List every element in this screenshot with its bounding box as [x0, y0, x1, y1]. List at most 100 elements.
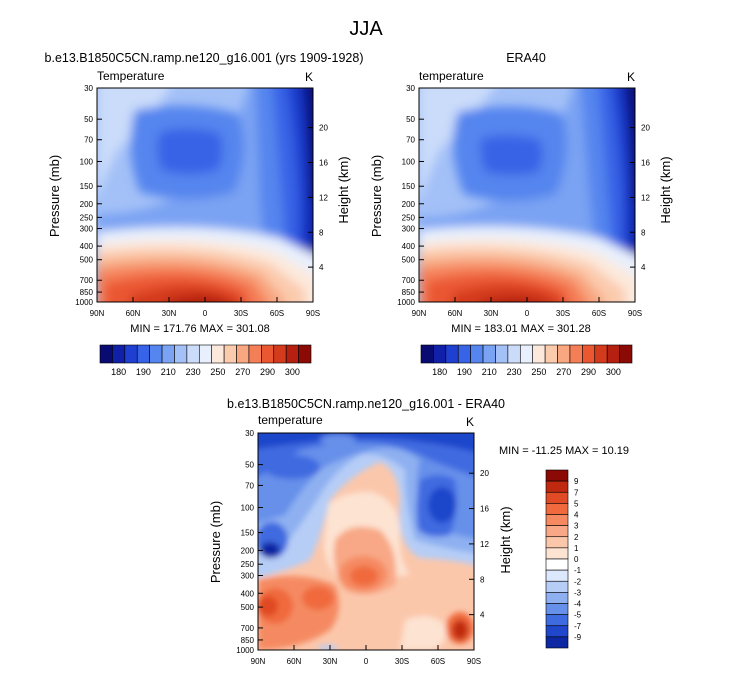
colorbar-label: 250 [531, 367, 546, 377]
colorbar-swatch [545, 480, 569, 493]
colorbar-swatch [507, 344, 521, 364]
colorbar-label: -7 [574, 622, 582, 631]
x-tick-label: 30N [162, 309, 177, 318]
contour-field [97, 88, 313, 302]
colorbar-swatch [557, 344, 571, 364]
main-title: JJA [349, 18, 383, 40]
colorbar-swatch [223, 344, 237, 364]
y2-tick-label: 12 [319, 193, 328, 202]
colorbar-swatch [211, 344, 225, 364]
chart-panel-diff: b.e13.B1850C5CN.ramp.ne120_g16.001 - ERA… [208, 397, 629, 666]
y-tick-label: 1000 [397, 298, 415, 307]
y2-axis-label: Height (km) [658, 156, 673, 223]
colorbar-swatch [545, 514, 569, 526]
y-tick-label: 50 [84, 115, 93, 124]
colorbar-label: 7 [574, 488, 579, 497]
x-tick-label: 0 [364, 657, 369, 666]
colorbar-swatch [495, 344, 509, 364]
x-tick-label: 30S [234, 309, 248, 318]
colorbar-label: 5 [574, 499, 579, 508]
colorbar-swatch [545, 547, 569, 560]
colorbar-swatch [582, 344, 596, 364]
y2-tick-label: 20 [641, 124, 650, 133]
x-tick-label: 30S [556, 309, 570, 318]
colorbar-swatch [619, 344, 633, 364]
colorbar-swatch [545, 469, 569, 482]
colorbar-label: 3 [574, 522, 579, 531]
y-tick-label: 70 [245, 481, 254, 490]
colorbar-label: -4 [574, 600, 582, 609]
colorbar-swatch [248, 344, 262, 364]
chart-title: b.e13.B1850C5CN.ramp.ne120_g16.001 - ERA… [227, 397, 505, 411]
y-tick-label: 150 [80, 182, 94, 191]
colorbar-label: 250 [210, 367, 225, 377]
left-label: Temperature [97, 69, 165, 83]
y-tick-label: 200 [80, 200, 94, 209]
colorbar-label: 190 [136, 367, 151, 377]
colorbar-swatch [532, 344, 546, 364]
x-tick-label: 60S [270, 309, 284, 318]
y2-tick-label: 20 [480, 469, 489, 478]
colorbar-label: 270 [556, 367, 571, 377]
colorbar-swatch [545, 636, 569, 649]
x-tick-label: 0 [525, 309, 530, 318]
y-tick-label: 30 [245, 429, 254, 438]
y-axis-label: Pressure (mb) [47, 155, 62, 237]
y-tick-label: 400 [241, 589, 255, 598]
colorbar-swatch [273, 344, 287, 364]
x-ticks: 90N 60N 30N 0 30S 60S 90S [90, 297, 320, 318]
colorbar-swatch [457, 344, 471, 364]
colorbar-swatch [298, 344, 312, 364]
y2-ticks: 20 16 12 8 4 [469, 469, 489, 620]
colorbar-swatch [420, 344, 434, 364]
colorbar-swatch [236, 344, 250, 364]
left-label: temperature [419, 69, 484, 83]
colorbar-swatch [545, 558, 569, 571]
colorbar-label: 290 [260, 367, 275, 377]
y-tick-label: 100 [241, 504, 255, 513]
y-tick-label: 250 [241, 560, 255, 569]
x-tick-label: 90N [251, 657, 266, 666]
y2-tick-label: 4 [319, 263, 324, 272]
y-tick-label: 500 [241, 603, 255, 612]
y2-tick-label: 12 [480, 540, 489, 549]
colorbar-label: -2 [574, 577, 582, 586]
colorbar-swatch [545, 491, 569, 504]
colorbar-label: -5 [574, 611, 582, 620]
colorbar-label: -3 [574, 588, 582, 597]
colorbar-swatch [545, 580, 569, 593]
y-tick-label: 150 [402, 182, 416, 191]
chart-title: b.e13.B1850C5CN.ramp.ne120_g16.001 (yrs … [45, 51, 364, 65]
y-tick-label: 200 [402, 200, 416, 209]
colorbar-swatch [544, 344, 558, 364]
y-tick-label: 400 [80, 242, 94, 251]
colorbar-swatch [445, 344, 459, 364]
left-label: temperature [258, 413, 323, 427]
x-ticks: 90N 60N 30N 0 30S 60S 90S [412, 297, 642, 318]
stats-text: MIN = 183.01 MAX = 301.28 [451, 323, 590, 335]
y-tick-label: 1000 [75, 298, 93, 307]
colorbar-label: 0 [574, 555, 579, 564]
colorbar-swatch [482, 344, 496, 364]
contour-field [419, 88, 635, 302]
y2-tick-label: 8 [641, 228, 646, 237]
x-tick-label: 90S [467, 657, 481, 666]
y2-tick-label: 4 [480, 611, 485, 620]
y-tick-label: 300 [402, 225, 416, 234]
y-axis-label: Pressure (mb) [208, 501, 223, 583]
y-tick-label: 100 [402, 157, 416, 166]
colorbar-label: 9 [574, 477, 579, 486]
x-tick-label: 90N [412, 309, 427, 318]
y-tick-label: 50 [245, 461, 254, 470]
colorbar-label: 1 [574, 544, 579, 553]
colorbar-label: 180 [432, 367, 447, 377]
colorbar: 180 190 210 230 250 270 290 300 [420, 344, 633, 377]
y-tick-label: 30 [406, 84, 415, 93]
y-tick-label: 250 [80, 213, 94, 222]
colorbar-swatch [594, 344, 608, 364]
y2-ticks: 20 16 12 8 4 [308, 124, 328, 272]
y-tick-label: 100 [80, 157, 94, 166]
y2-tick-label: 4 [641, 263, 646, 272]
